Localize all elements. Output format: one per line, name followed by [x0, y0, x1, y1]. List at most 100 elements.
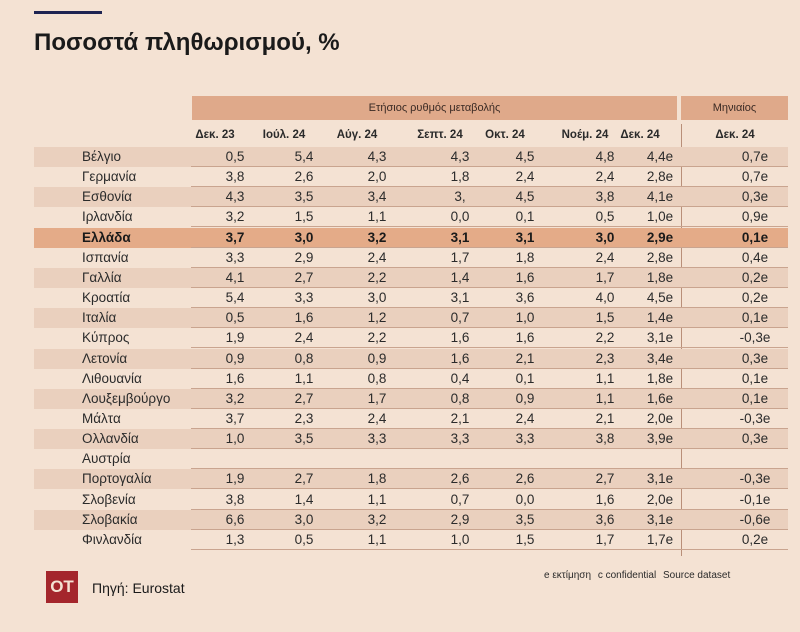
value-cell	[357, 449, 397, 469]
country-name: Σλοβακία	[82, 511, 138, 527]
value-cell: 4,0	[595, 290, 615, 306]
table-row: Γερμανία 3,8 2,6 2,0 1,8 2,4 2,4 2,8e 0,7e	[34, 167, 788, 188]
country-name: Κύπρος	[82, 330, 130, 346]
value-cell: 4,4e	[646, 149, 674, 164]
value-cell: 1,1	[367, 491, 387, 507]
value-cell: 1,0	[225, 431, 245, 447]
value-cell: 2,6	[450, 471, 470, 487]
value-cell: 4,5	[515, 149, 535, 164]
country-name: Μάλτα	[82, 410, 121, 426]
value-cell: 3,0	[294, 229, 314, 245]
value-cell	[505, 449, 545, 469]
value-cell: 3,2	[225, 209, 245, 225]
value-cell: 1,7	[450, 249, 470, 265]
row-separator	[191, 468, 788, 470]
value-cell: 1,8	[515, 249, 535, 265]
country-name: Ελλάδα	[82, 229, 131, 245]
row-separator	[191, 427, 788, 429]
value-cell: -0,6e	[739, 511, 771, 527]
column-header: Σεπτ. 24	[417, 129, 463, 141]
column-header: Αύγ. 24	[336, 129, 378, 141]
value-cell: 2,9	[294, 249, 314, 265]
country-name: Σλοβενία	[82, 491, 136, 507]
value-cell: 0,5	[225, 310, 245, 326]
row-separator	[191, 186, 788, 188]
row-separator	[191, 508, 788, 510]
value-cell: -0,3e	[739, 410, 771, 426]
table-row: Εσθονία 4,3 3,5 3,4 3, 4,5 3,8 4,1e 0,3e	[34, 187, 788, 208]
value-cell: 0,4	[450, 370, 470, 386]
value-cell: 1,6	[450, 350, 470, 366]
value-cell: 3,1e	[646, 330, 674, 346]
value-cell: 2,4	[515, 410, 535, 426]
value-cell: 3,9e	[646, 431, 674, 447]
value-cell: 1,8	[450, 169, 470, 185]
value-cell: 4,3	[450, 149, 470, 164]
row-separator	[191, 226, 788, 228]
table-row: Βέλγιο 0,5 5,4 4,3 4,3 4,5 4,8 4,4e 0,7e	[34, 147, 788, 167]
top-accent-line	[34, 11, 102, 14]
country-name: Λιθουανία	[82, 370, 142, 386]
value-cell: 3,5	[515, 511, 535, 527]
value-cell: 2,8e	[646, 249, 674, 265]
value-cell: 1,8	[367, 471, 387, 487]
table-row: Ελλάδα 3,7 3,0 3,2 3,1 3,1 3,0 2,9e 0,1e	[34, 227, 788, 248]
value-cell: 0,7e	[741, 169, 769, 185]
value-cell: 2,9	[450, 511, 470, 527]
value-cell: 2,0	[367, 169, 387, 185]
value-cell: 1,7	[595, 269, 615, 285]
value-cell: 3,7	[225, 229, 245, 245]
value-cell: 0,1	[515, 209, 535, 225]
value-cell: 2,3	[294, 410, 314, 426]
row-separator	[191, 286, 788, 288]
value-cell: 3,6	[515, 290, 535, 306]
monthly-change-header: Μηνιαίος	[681, 96, 788, 120]
value-cell: 3,8	[225, 169, 245, 185]
column-header: Δεκ. 24	[620, 129, 660, 141]
value-cell: 2,4	[367, 410, 387, 426]
note-source-dataset: Source dataset	[662, 570, 731, 581]
value-cell: 2,1	[450, 410, 470, 426]
table-row: Αυστρία	[34, 449, 788, 470]
value-cell	[640, 449, 680, 469]
value-cell: 2,4	[367, 249, 387, 265]
value-cell: 0,5	[294, 531, 314, 547]
table-row: Ισπανία 3,3 2,9 2,4 1,7 1,8 2,4 2,8e 0,4e	[34, 248, 788, 268]
value-cell: 0,3e	[741, 189, 769, 205]
table-row: Σλοβακία 6,6 3,0 3,2 2,9 3,5 3,6 3,1e -0,6e	[34, 509, 788, 530]
value-cell: 0,1e	[741, 390, 769, 406]
value-cell: 1,5	[294, 209, 314, 225]
value-cell: 4,1e	[646, 189, 674, 205]
value-cell: 0,7	[450, 310, 470, 326]
value-cell: 2,9e	[646, 229, 674, 245]
table-row: Φινλανδία 1,3 0,5 1,1 1,0 1,5 1,7 1,7e 0,2e	[34, 530, 788, 550]
value-cell: 0,0	[450, 209, 470, 225]
value-cell: 2,4	[515, 169, 535, 185]
value-cell: 1,9	[225, 330, 245, 346]
value-cell: -0,3e	[739, 471, 771, 487]
value-cell: 3,3	[294, 290, 314, 306]
row-separator	[191, 387, 788, 389]
country-name: Λουξεμβούργο	[82, 390, 171, 406]
country-name: Εσθονία	[82, 189, 132, 205]
value-cell: 1,4	[294, 491, 314, 507]
value-cell: 1,6	[294, 310, 314, 326]
value-cell: 0,7	[450, 491, 470, 507]
value-cell: 3,6	[595, 511, 615, 527]
row-separator	[191, 448, 788, 450]
value-cell: 4,3	[367, 149, 387, 164]
value-cell	[215, 449, 255, 469]
value-cell: 1,7e	[646, 531, 674, 547]
table-row: Σλοβενία 3,8 1,4 1,1 0,7 0,0 1,6 2,0e -0,1e	[34, 490, 788, 510]
value-cell: 3,0	[595, 229, 615, 245]
value-cell: 0,4e	[741, 249, 769, 265]
value-cell: 3,1e	[646, 511, 674, 527]
value-cell: 0,0	[515, 491, 535, 507]
footnotes: e εκτίμηση c confidential Source dataset	[544, 570, 734, 581]
value-cell: 3,4	[367, 189, 387, 205]
value-cell: 3,3	[367, 431, 387, 447]
value-cell: 1,7	[595, 531, 615, 547]
value-cell: 1,8e	[646, 269, 674, 285]
country-name: Βέλγιο	[82, 149, 122, 164]
row-separator	[191, 327, 788, 329]
